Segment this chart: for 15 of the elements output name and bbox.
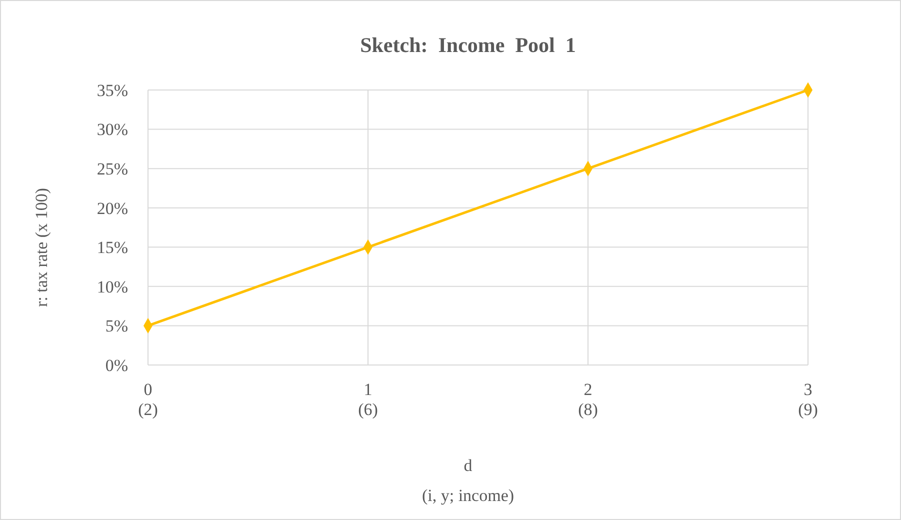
x-tick-label: 3 (9) (798, 380, 818, 419)
y-tick-label: 0% (105, 356, 128, 375)
y-axis-title: r: tax rate (x 100) (32, 188, 51, 307)
chart-title: Sketch: Income Pool 1 (360, 33, 576, 57)
y-tick-label: 30% (96, 120, 128, 140)
x-tick-label: 1 (6) (358, 380, 378, 419)
y-tick-label: 5% (105, 316, 128, 336)
x-tick-label: 0 (2) (138, 380, 158, 419)
y-tick-label: 15% (96, 238, 128, 258)
y-tick-label: 25% (96, 160, 128, 179)
y-tick-label: 10% (96, 277, 128, 296)
y-tick-label: 35% (96, 80, 128, 100)
x-axis-title: d (i, y; income) (422, 456, 514, 505)
y-tick-label: 20% (96, 198, 128, 218)
x-tick-label: 2 (8) (578, 380, 598, 419)
